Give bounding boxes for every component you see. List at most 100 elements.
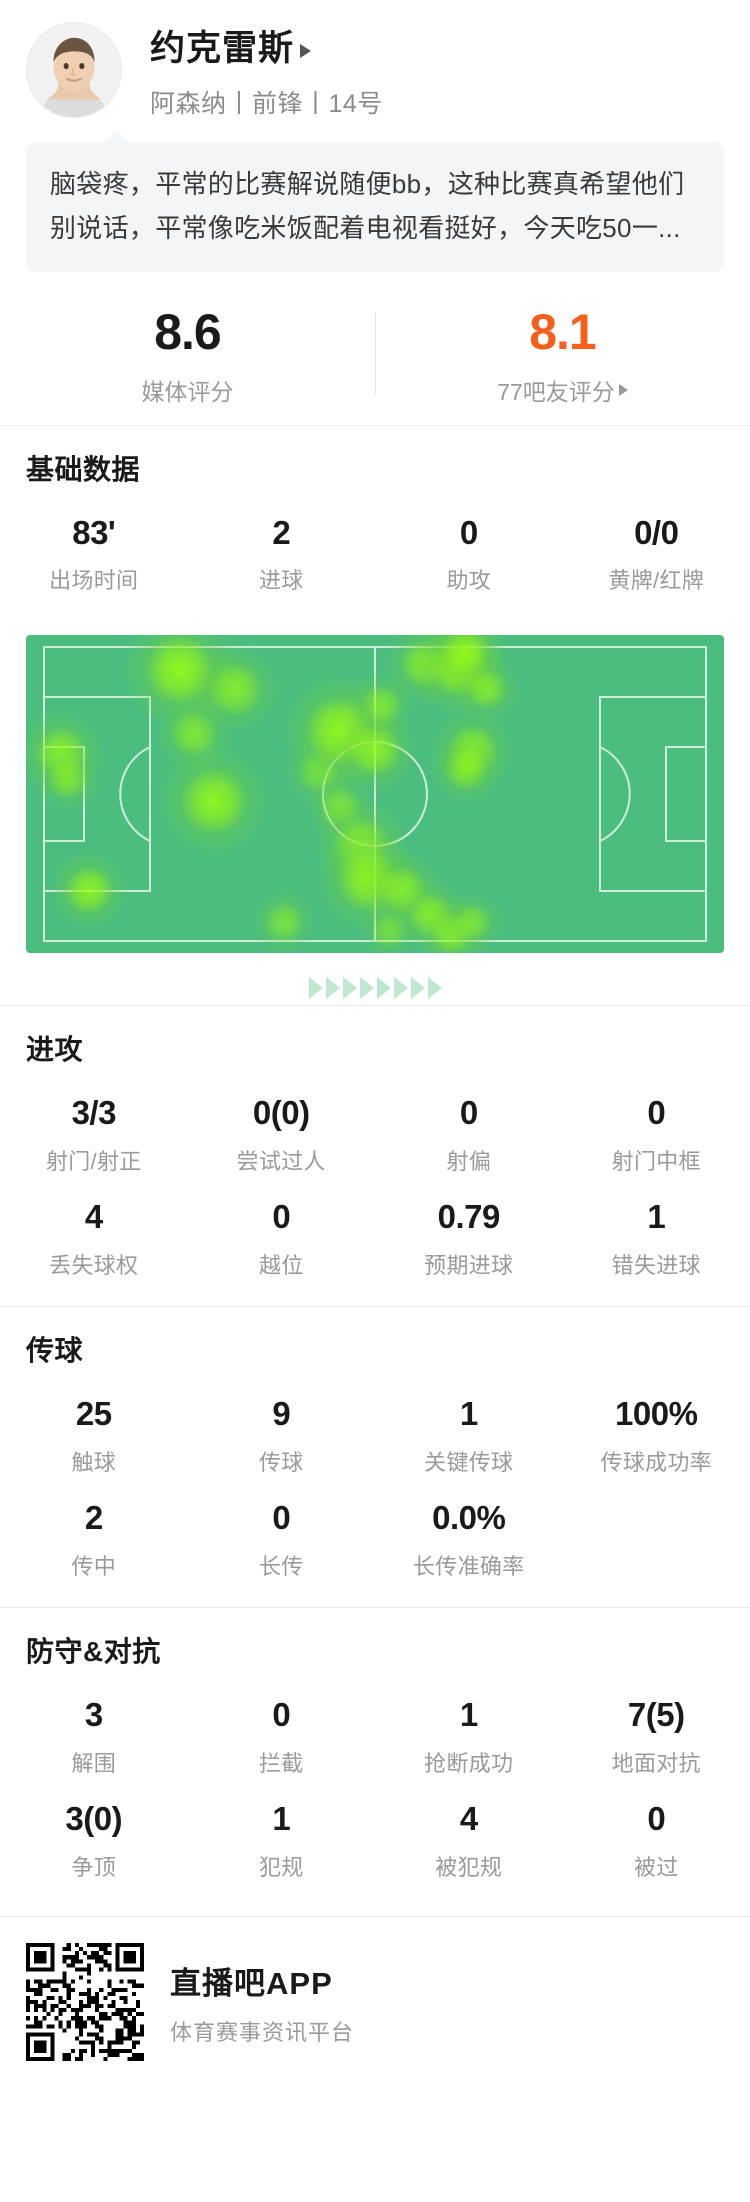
- avatar[interactable]: [26, 22, 122, 118]
- stat-value: 1: [272, 1800, 291, 1838]
- stat-cell: 3 解围: [0, 1684, 188, 1788]
- stat-cell: 0.0% 长传准确率: [375, 1487, 563, 1591]
- stat-cell: 1 关键传球: [375, 1383, 563, 1487]
- rating-fans[interactable]: 8.1 77吧友评分: [375, 300, 750, 407]
- stat-value: 4: [459, 1800, 478, 1838]
- comment-bubble-wrapper[interactable]: 脑袋疼，平常的比赛解说随便bb，这种比赛真希望他们别说话，平常像吃米饭配着电视看…: [26, 131, 724, 272]
- rating-label-fans[interactable]: 77吧友评分: [497, 373, 628, 407]
- stat-value: 83': [72, 513, 116, 551]
- heat-blob: [158, 744, 271, 857]
- stat-label: 丢失球权: [49, 1253, 139, 1279]
- stat-cell: 3(0) 争顶: [0, 1788, 188, 1892]
- page-title: 约克雷斯: [150, 29, 295, 68]
- stat-value: 9: [272, 1395, 291, 1433]
- stat-value: 100%: [615, 1395, 698, 1433]
- stat-label: 传球成功率: [600, 1450, 712, 1476]
- heat-blob: [429, 732, 502, 805]
- stat-value: 1: [647, 1198, 666, 1236]
- stat-cell: 83' 出场时间: [0, 502, 188, 606]
- divider: [0, 424, 750, 426]
- stat-value: 3(0): [65, 1800, 123, 1838]
- swipe-arrows: [26, 953, 724, 1005]
- stat-label: 尝试过人: [236, 1149, 326, 1175]
- rating-label-media: 媒体评分: [142, 373, 234, 407]
- stat-label: 助攻: [446, 568, 492, 594]
- chevron-right-icon[interactable]: [300, 44, 312, 58]
- stat-cell: 0 长传: [188, 1487, 376, 1591]
- comment-bubble[interactable]: 脑袋疼，平常的比赛解说随便bb，这种比赛真希望他们别说话，平常像吃米饭配着电视看…: [26, 142, 724, 272]
- stat-label: 长传: [258, 1554, 304, 1580]
- heat-blob: [33, 744, 102, 813]
- stat-cell: 9 传球: [188, 1383, 376, 1487]
- stat-cell: 100% 传球成功率: [563, 1383, 750, 1487]
- stat-cell: 1 错失进球: [563, 1186, 750, 1290]
- stat-label: 争顶: [71, 1855, 117, 1881]
- stat-label: 被过: [633, 1855, 679, 1881]
- heatmap-pitch[interactable]: [26, 635, 724, 954]
- stat-cell: 0 拦截: [188, 1684, 376, 1788]
- footer-text: 直播吧APP 体育赛事资讯平台: [170, 1958, 354, 2047]
- stat-cell: 2 传中: [0, 1487, 188, 1591]
- chevron-right-icon: [393, 977, 408, 1000]
- stat-label: 解围: [71, 1751, 117, 1777]
- player-header: 约克雷斯 阿森纳丨前锋丨14号: [0, 0, 750, 120]
- stat-label: 触球: [71, 1450, 117, 1476]
- stat-label: 出场时间: [49, 568, 139, 594]
- stat-label: 进球: [258, 568, 304, 594]
- ratings-row: 8.6 媒体评分 8.1 77吧友评分: [0, 300, 750, 425]
- stat-value: 0.0%: [432, 1499, 506, 1537]
- stat-grid-passing: 25 触球 9 传球 1 关键传球 100% 传球成功率 2 传中 0 长传 0…: [0, 1373, 750, 1607]
- section-title-attack: 进攻: [26, 1034, 84, 1066]
- app-footer: 直播吧APP 体育赛事资讯平台: [0, 1916, 750, 2091]
- stat-cell: 0(0) 尝试过人: [188, 1082, 376, 1186]
- rating-label-media-text: 媒体评分: [141, 378, 234, 405]
- chevron-right-small-icon[interactable]: [618, 383, 628, 396]
- chevron-right-icon: [342, 977, 357, 1000]
- qr-code-icon[interactable]: [26, 1943, 144, 2062]
- heatmap-blobs: [26, 635, 724, 954]
- qr-code-svg: [26, 1943, 144, 2062]
- rating-value-fans: 8.1: [529, 304, 597, 360]
- stat-label: 越位: [258, 1253, 304, 1279]
- stat-value: 0: [272, 1499, 291, 1537]
- stat-label: 关键传球: [424, 1450, 514, 1476]
- rating-media: 8.6 媒体评分: [0, 300, 375, 407]
- stat-label: 预期进球: [424, 1253, 514, 1279]
- stat-value: 1: [459, 1395, 478, 1433]
- stat-value: 0: [272, 1198, 291, 1236]
- stat-value: 0/0: [634, 513, 679, 551]
- stat-label: 被犯规: [435, 1855, 503, 1881]
- player-portrait-icon: [27, 23, 121, 117]
- heat-blob: [440, 889, 505, 954]
- stat-grid-basic: 83' 出场时间 2 进球 0 助攻 0/0 黄牌/红牌: [0, 492, 750, 622]
- divider: [0, 1306, 750, 1308]
- heat-blob: [48, 849, 129, 930]
- section-title-basic: 基础数据: [26, 453, 141, 485]
- stat-cell: 2 进球: [188, 502, 376, 606]
- player-name-row[interactable]: 约克雷斯: [150, 28, 383, 70]
- stat-label: 射门中框: [611, 1149, 701, 1175]
- stat-value: 0(0): [252, 1094, 310, 1132]
- stat-label: 错失进球: [611, 1253, 701, 1279]
- stat-value: 1: [459, 1696, 478, 1734]
- stat-label: 传中: [71, 1554, 117, 1580]
- stat-cell: 0 助攻: [375, 502, 563, 606]
- heat-blob: [250, 887, 319, 954]
- stat-value: 0: [459, 1094, 478, 1132]
- chevron-right-icon: [427, 977, 442, 1000]
- chevron-right-icon: [359, 977, 374, 1000]
- chevron-right-icon: [325, 977, 340, 1000]
- stat-cell-empty: [563, 1487, 750, 1591]
- player-meta: 阿森纳丨前锋丨14号: [150, 90, 383, 118]
- stat-value: 0: [272, 1696, 291, 1734]
- stat-cell: 0 射偏: [375, 1082, 563, 1186]
- divider: [0, 1005, 750, 1007]
- app-name: 直播吧APP: [170, 1965, 333, 2001]
- stat-cell: 3/3 射门/射正: [0, 1082, 188, 1186]
- bubble-arrow: [104, 131, 130, 143]
- chevron-right-icon: [410, 977, 425, 1000]
- stat-cell: 7(5) 地面对抗: [563, 1684, 750, 1788]
- rating-value-media: 8.6: [154, 304, 222, 360]
- rating-label-fans-text: 77吧友评分: [497, 378, 615, 405]
